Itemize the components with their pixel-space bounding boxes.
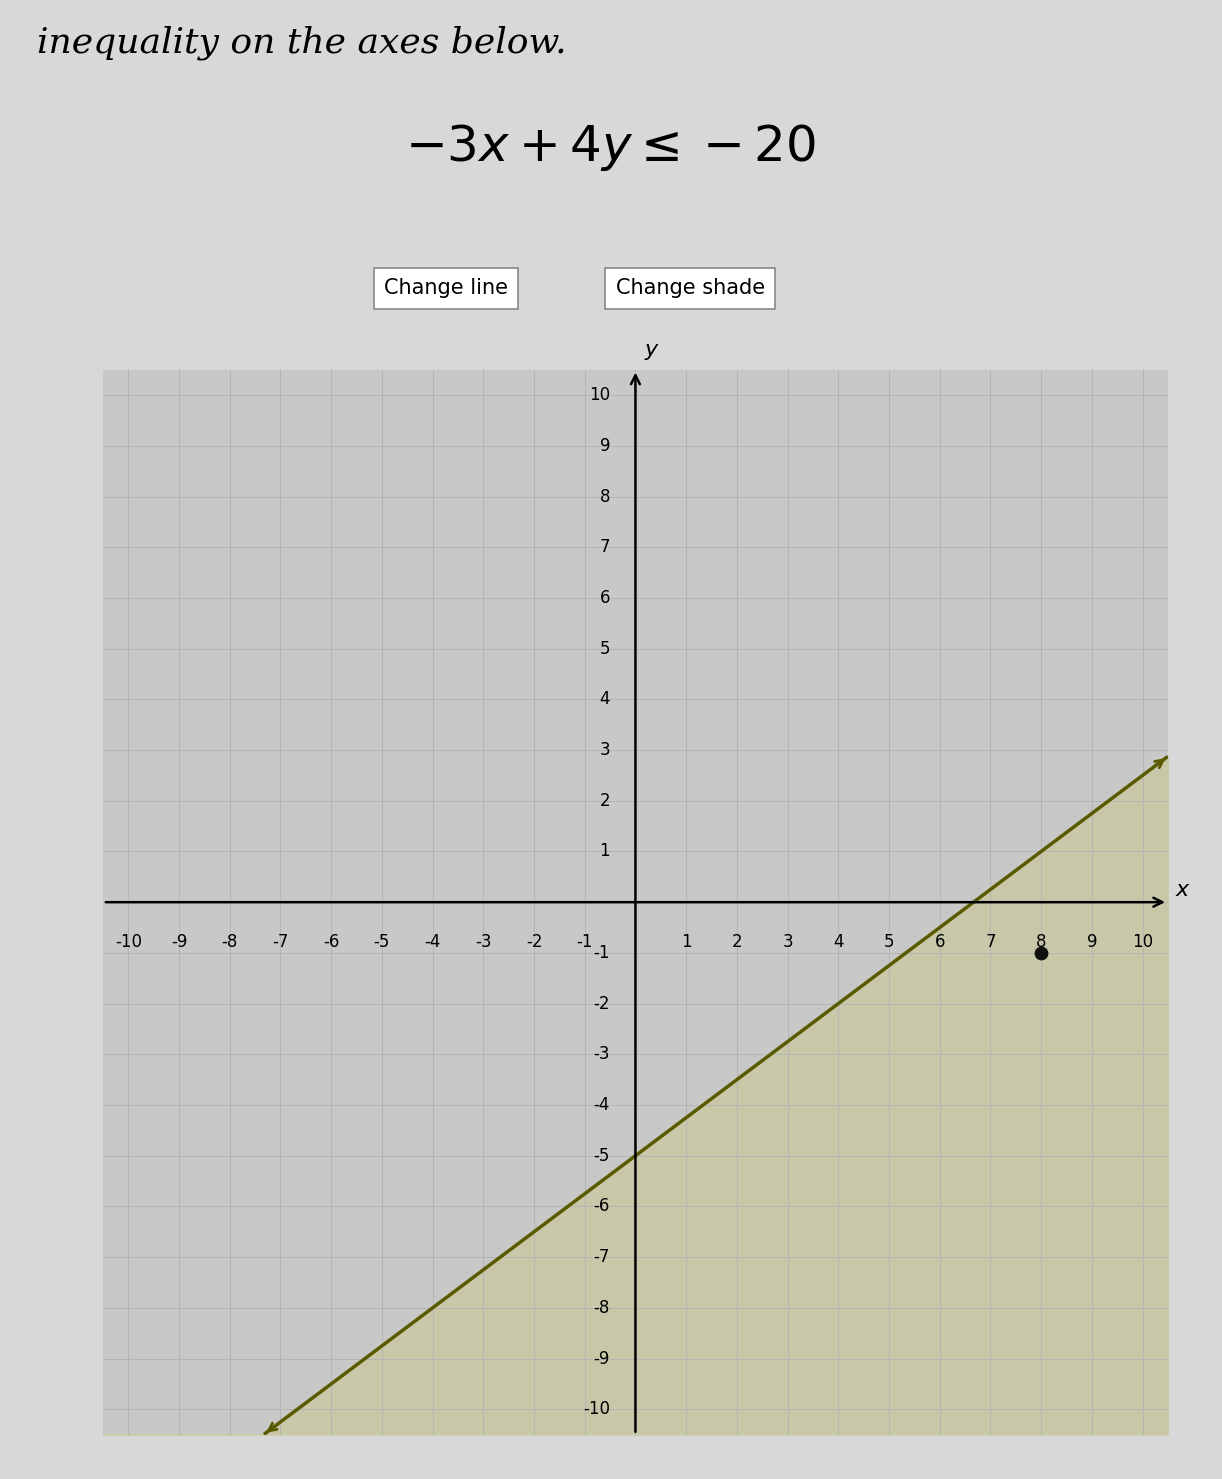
Text: 10: 10 bbox=[589, 386, 610, 404]
Text: -2: -2 bbox=[594, 994, 610, 1013]
Text: 2: 2 bbox=[732, 933, 742, 951]
Text: 3: 3 bbox=[600, 741, 610, 759]
Text: -10: -10 bbox=[115, 933, 142, 951]
Text: -6: -6 bbox=[323, 933, 340, 951]
Text: 10: 10 bbox=[1132, 933, 1154, 951]
Text: -5: -5 bbox=[594, 1146, 610, 1165]
Text: 8: 8 bbox=[1036, 933, 1046, 951]
Text: 5: 5 bbox=[600, 639, 610, 658]
Text: -4: -4 bbox=[424, 933, 441, 951]
Text: Change line: Change line bbox=[384, 278, 508, 299]
Text: 7: 7 bbox=[600, 538, 610, 556]
Point bbox=[1031, 941, 1051, 964]
Text: -1: -1 bbox=[577, 933, 593, 951]
Text: Change shade: Change shade bbox=[616, 278, 765, 299]
Text: 6: 6 bbox=[935, 933, 945, 951]
Text: -10: -10 bbox=[583, 1401, 610, 1418]
Text: 5: 5 bbox=[884, 933, 895, 951]
Text: -4: -4 bbox=[594, 1096, 610, 1114]
Text: 1: 1 bbox=[681, 933, 692, 951]
Text: -1: -1 bbox=[594, 944, 610, 961]
Text: -7: -7 bbox=[273, 933, 288, 951]
Text: -2: -2 bbox=[525, 933, 543, 951]
Text: $-3x + 4y \leq -20$: $-3x + 4y \leq -20$ bbox=[406, 123, 816, 173]
Text: -5: -5 bbox=[374, 933, 390, 951]
Text: -9: -9 bbox=[594, 1349, 610, 1368]
Text: 8: 8 bbox=[600, 488, 610, 506]
Text: 9: 9 bbox=[1086, 933, 1097, 951]
Text: inequality on the axes below.: inequality on the axes below. bbox=[37, 25, 566, 61]
Text: -9: -9 bbox=[171, 933, 187, 951]
Text: 6: 6 bbox=[600, 589, 610, 606]
Text: 9: 9 bbox=[600, 436, 610, 456]
Text: -7: -7 bbox=[594, 1248, 610, 1266]
Text: 2: 2 bbox=[600, 791, 610, 810]
Text: 4: 4 bbox=[833, 933, 843, 951]
Text: 3: 3 bbox=[782, 933, 793, 951]
Text: 7: 7 bbox=[985, 933, 996, 951]
Text: -8: -8 bbox=[221, 933, 238, 951]
Text: y: y bbox=[644, 340, 657, 359]
Text: -8: -8 bbox=[594, 1299, 610, 1316]
Text: -3: -3 bbox=[594, 1046, 610, 1063]
Text: -6: -6 bbox=[594, 1198, 610, 1216]
Text: -3: -3 bbox=[475, 933, 491, 951]
Text: 1: 1 bbox=[600, 843, 610, 861]
Text: 4: 4 bbox=[600, 691, 610, 708]
Text: x: x bbox=[1176, 880, 1189, 899]
